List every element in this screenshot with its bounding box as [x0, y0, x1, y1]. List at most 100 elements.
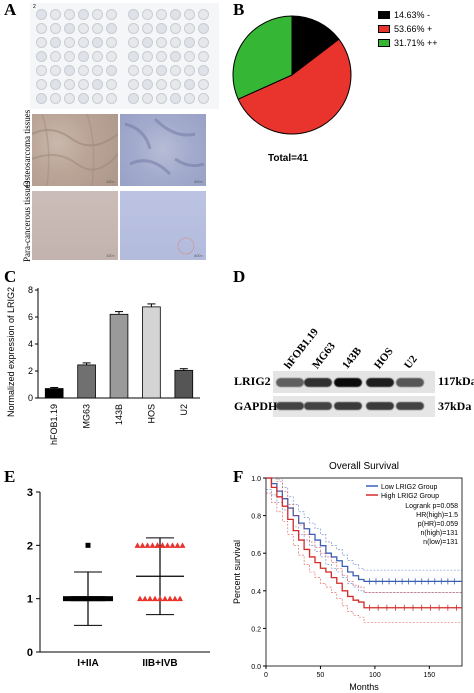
- osteo-400x-texture: [124, 117, 205, 176]
- tma-core: [184, 9, 195, 20]
- tma-core: [50, 9, 61, 20]
- tma-core: [142, 65, 153, 76]
- tma-core: [50, 79, 61, 90]
- data-point: [134, 542, 141, 548]
- tma-core: [92, 9, 103, 20]
- row-label-osteosarcoma: Osteosarcoma tissues: [22, 109, 32, 187]
- data-point: [80, 596, 86, 602]
- x-tick-label: 100: [369, 672, 381, 679]
- tma-core: [78, 79, 89, 90]
- tma-core: [78, 23, 89, 34]
- tma-note: 2: [33, 4, 36, 10]
- row-label-para-cancerous: Para-cancerous tissues: [22, 180, 32, 262]
- tma-core: [92, 79, 103, 90]
- y-axis-label: Normalized expression of LRIG2: [6, 287, 16, 417]
- tma-core: [198, 23, 209, 34]
- y-tick-label: 4: [28, 339, 33, 349]
- x-axis-label: Months: [349, 682, 379, 692]
- x-tick-label: 150: [423, 672, 435, 679]
- tma-core: [198, 65, 209, 76]
- bar: [109, 313, 129, 399]
- tma-core: [184, 93, 195, 104]
- tma-core: [50, 37, 61, 48]
- blot-band: [334, 402, 362, 410]
- data-point: [152, 595, 158, 602]
- tma-core: [170, 93, 181, 104]
- micrograph-para-400x: 400×: [120, 191, 206, 260]
- y-tick-label: 0.6: [251, 551, 261, 558]
- panel-letter-a: A: [4, 0, 17, 19]
- data-point: [162, 595, 168, 602]
- y-tick-label: 1: [27, 594, 33, 606]
- x-tick-label: I+IIA: [77, 658, 98, 669]
- pie-legend-item: 14.63% -: [378, 10, 430, 20]
- tma-core: [106, 23, 117, 34]
- tma-core: [198, 79, 209, 90]
- panel-letter-e: E: [4, 467, 16, 486]
- tma-core: [92, 37, 103, 48]
- data-point: [179, 542, 186, 548]
- tma-core: [170, 79, 181, 90]
- data-point: [85, 542, 91, 548]
- pie-total-label: Total=41: [268, 153, 309, 164]
- tma-core: [50, 65, 61, 76]
- scatter-chart: 0 1 2 3 I+IIA IIB+IVB: [27, 487, 210, 669]
- tma-core: [156, 65, 167, 76]
- blot-size-lrig2: 117kDa: [438, 374, 474, 388]
- data-point: [139, 542, 146, 548]
- y-tick-label: 8: [28, 285, 33, 295]
- x-tick-label: 50: [317, 672, 325, 679]
- pie-slice: [232, 15, 293, 100]
- data-point: [137, 595, 143, 602]
- tma-core: [78, 65, 89, 76]
- blot-size-gapdh: 37kDa: [438, 399, 472, 413]
- tma-core: [64, 37, 75, 48]
- blot-band: [366, 378, 394, 387]
- y-tick-label: 0: [28, 393, 33, 403]
- tma-core: [170, 51, 181, 62]
- y-tick-label: 2: [28, 366, 33, 376]
- osteo-100x-texture: [32, 114, 118, 186]
- stat-label: p(HR)=0.059: [418, 521, 458, 528]
- survival-curve: [266, 477, 462, 609]
- x-tick-label: IIB+IVB: [142, 658, 177, 669]
- blot-lane-label: 143B: [340, 345, 365, 372]
- data-point: [169, 542, 176, 548]
- tma-core: [64, 51, 75, 62]
- data-point: [95, 596, 101, 602]
- tma-core: [64, 23, 75, 34]
- data-point: [149, 542, 156, 548]
- ci-upper-line: [266, 477, 462, 571]
- blot-band: [334, 378, 362, 387]
- panel-letter-b: B: [233, 0, 245, 19]
- y-tick-label: 1.0: [251, 476, 261, 483]
- blot-band: [366, 402, 394, 410]
- scale-osteo-400x: 400×: [193, 179, 203, 184]
- blot-band: [396, 378, 424, 387]
- y-axis-label: Percent survival: [232, 540, 242, 604]
- chart-title: Overall Survival: [329, 461, 399, 472]
- tma-core: [184, 79, 195, 90]
- micrograph-osteo-100x: 100×: [32, 114, 118, 186]
- tma-core: [92, 23, 103, 34]
- data-point: [108, 596, 113, 602]
- tma-core: [36, 79, 47, 90]
- scale-osteo-100x: 100×: [105, 179, 115, 184]
- blot-lane-label: U2: [402, 353, 420, 372]
- panel-letter-d: D: [233, 267, 246, 286]
- data-point: [85, 596, 91, 602]
- micrograph-para-100x: 100×: [32, 191, 118, 260]
- tma-core: [156, 79, 167, 90]
- data-point: [147, 595, 153, 602]
- tma-core: [50, 93, 61, 104]
- tma-core: [36, 51, 47, 62]
- scale-para-400x: 400×: [193, 253, 203, 258]
- legend-swatch: [378, 11, 390, 19]
- tma-core: [106, 79, 117, 90]
- data-point: [177, 595, 183, 602]
- para-400x-texture: [177, 237, 195, 255]
- tma-core: [142, 37, 153, 48]
- ci-lower-line: [266, 492, 462, 624]
- tma-core: [198, 93, 209, 104]
- x-tick-label: hFOB1.19: [49, 404, 59, 445]
